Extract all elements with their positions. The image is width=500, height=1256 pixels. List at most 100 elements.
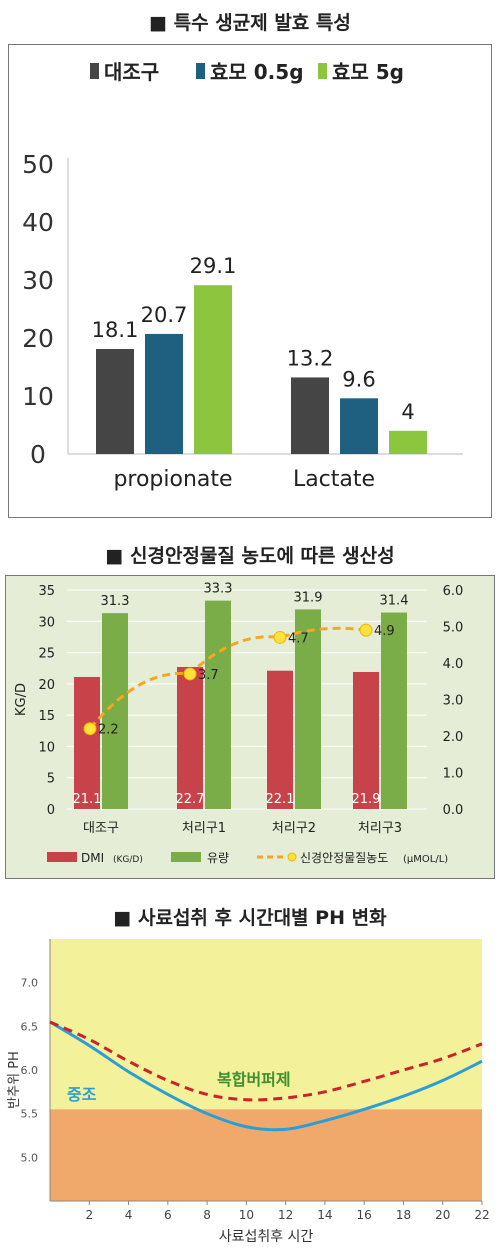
chart1-data-label: 4 [401,400,414,424]
chart3-band [50,1109,482,1201]
chart2-y2-tick-label: 1.0 [443,767,464,782]
chart1-data-label: 13.2 [287,346,334,370]
chart2-legend-label: 유량 [207,851,229,865]
chart2-point [83,722,97,736]
chart2-category-label: 처리구2 [272,821,316,836]
chart3-y-tick-label: 6.5 [21,1020,39,1033]
chart1-legend-swatch [318,63,327,79]
chart1-bar [194,285,232,454]
chart1-legend-label: 효모 5g [332,60,404,84]
chart3: 5.0 5.5 6.0 6.5 7.0 2 4 6 8 10 12 14 16 18 20 22 사료섭취후 시… [7,939,490,1245]
chart3-y-tick-label: 5.5 [21,1108,39,1121]
chart1-data-label: 20.7 [141,303,188,327]
chart2-legend-label: 신경안정물질농도 [300,851,388,865]
chart3-x-tick-label: 4 [125,1208,133,1222]
chart2-point [183,667,197,681]
chart2-data-label-milk: 31.3 [101,594,130,609]
chart2-y-tick-label: 25 [38,647,55,662]
chart3-x-tick-label: 14 [317,1208,332,1222]
chart2-legend-unit: (KG/D) [113,855,143,865]
chart2-legend-label: DMI [81,851,104,865]
chart2-category-label: 처리구3 [358,821,402,836]
chart3-x-tick-label: 20 [435,1208,450,1222]
chart2-category-label: 처리구1 [182,821,226,836]
chart2-data-label-milk: 33.3 [204,582,233,597]
chart2-data-label-milk: 31.4 [380,594,409,609]
chart2-data-label-line: 4.7 [288,631,309,646]
chart2-bar-dmi [353,671,379,809]
chart1-y-tick-label: 50 [22,150,54,179]
chart2-y-tick-label: 35 [38,584,55,599]
chart3-series-label: 복합버퍼제 [217,1070,291,1089]
chart1-legend-label: 효모 0.5g [210,60,304,84]
chart2-bar-milk [205,600,231,809]
chart2-y-tick-label: 5 [47,772,55,787]
chart2-point [273,630,287,644]
chart3-y-tick-label: 6.0 [21,1064,39,1077]
chart2-y2-tick-label: 2.0 [443,730,464,745]
chart1-legend-swatch [90,63,99,79]
chart1-bar [291,377,329,454]
chart3-x-axis-label: 사료섭취후 시간 [219,1229,314,1245]
chart2-y-tick-label: 30 [38,615,55,630]
chart1-bar [389,430,427,454]
chart1-title: ■ 특수 생균제 발효 특성 [149,12,351,34]
chart1-data-label: 29.1 [190,254,237,278]
chart2-legend-swatch [47,852,77,862]
chart2-data-label-dmi: 21.1 [73,792,102,807]
chart3-x-tick-label: 8 [203,1208,211,1222]
chart3-x-tick-label: 22 [474,1208,489,1222]
chart3-x-tick-label: 6 [164,1208,172,1222]
chart3-y-tick-label: 5.0 [21,1151,39,1164]
chart1-y-tick-label: 20 [22,324,54,353]
chart1-bar [340,398,378,454]
chart2-data-label-line: 2.2 [98,723,119,738]
chart1-category-label: Lactate [293,467,375,492]
chart2: 0 5 10 15 20 25 30 35 0.0 1.0 2.0 3.0 4.0 5.0 6.0 KG/D 2… [5,575,495,879]
chart3-line-compound-buffer [49,1020,483,1102]
chart1-category-label: propionate [113,467,232,492]
chart2-y2-tick-label: 6.0 [443,584,464,599]
chart3-title: ■ 사료섭취 후 시간대별 PH 변화 [113,907,387,929]
chart2-bar-milk [102,613,128,809]
chart2-legend-swatch [171,852,201,862]
chart2-bar-dmi [177,666,203,809]
chart3-x-tick-label: 2 [85,1208,93,1222]
chart2-y-tick-label: 20 [38,678,55,693]
chart3-y-axis-label: 반추위 PH [7,1051,22,1109]
chart2-y-tick-label: 0 [47,803,55,818]
chart3-x-tick-label: 12 [278,1208,293,1222]
chart2-data-label-line: 4.9 [374,624,395,639]
chart1-y-tick-label: 0 [30,440,46,469]
chart3-x-tick-label: 10 [239,1208,254,1222]
chart1-bar [96,349,134,454]
chart2-bar-dmi [74,676,100,809]
chart2-bar-dmi [267,670,293,809]
chart2-y2-tick-label: 5.0 [443,621,464,636]
chart2-y2-tick-label: 3.0 [443,694,464,709]
chart3-y-tick-label: 7.0 [21,977,39,990]
chart3-band [50,939,482,1110]
chart1: 0 10 20 30 40 50 18.1 13.2 20.7 9.6 29.1 4 propionat… [8,44,492,518]
chart2-y2-tick-label: 0.0 [443,803,464,818]
chart2-y-tick-label: 15 [38,709,55,724]
chart1-y-tick-label: 40 [22,208,54,237]
chart2-title: ■ 신경안정물질 농도에 따른 생산성 [105,545,395,567]
chart2-legend-unit: (μMOL/L) [403,854,448,865]
chart2-y-axis-label: KG/D [14,683,29,716]
chart2-bar-milk [381,612,407,809]
chart1-y-tick-label: 30 [22,266,54,295]
chart2-y2-tick-label: 4.0 [443,657,464,672]
chart2-data-label-dmi: 21.9 [352,792,381,807]
chart2-point [359,623,373,637]
chart3-series-label: 중조 [67,1085,97,1104]
chart2-category-label: 대조구 [83,821,119,836]
chart1-y-tick-label: 10 [22,382,54,411]
chart2-y-tick-label: 10 [38,740,55,755]
chart2-data-label-dmi: 22.7 [176,792,205,807]
chart2-bar-milk [295,609,321,809]
chart3-x-tick-label: 16 [357,1208,372,1222]
chart3-x-tick-label: 18 [396,1208,411,1222]
chart3-line-baking-soda [49,1020,483,1132]
chart1-legend-label: 대조구 [104,60,159,84]
